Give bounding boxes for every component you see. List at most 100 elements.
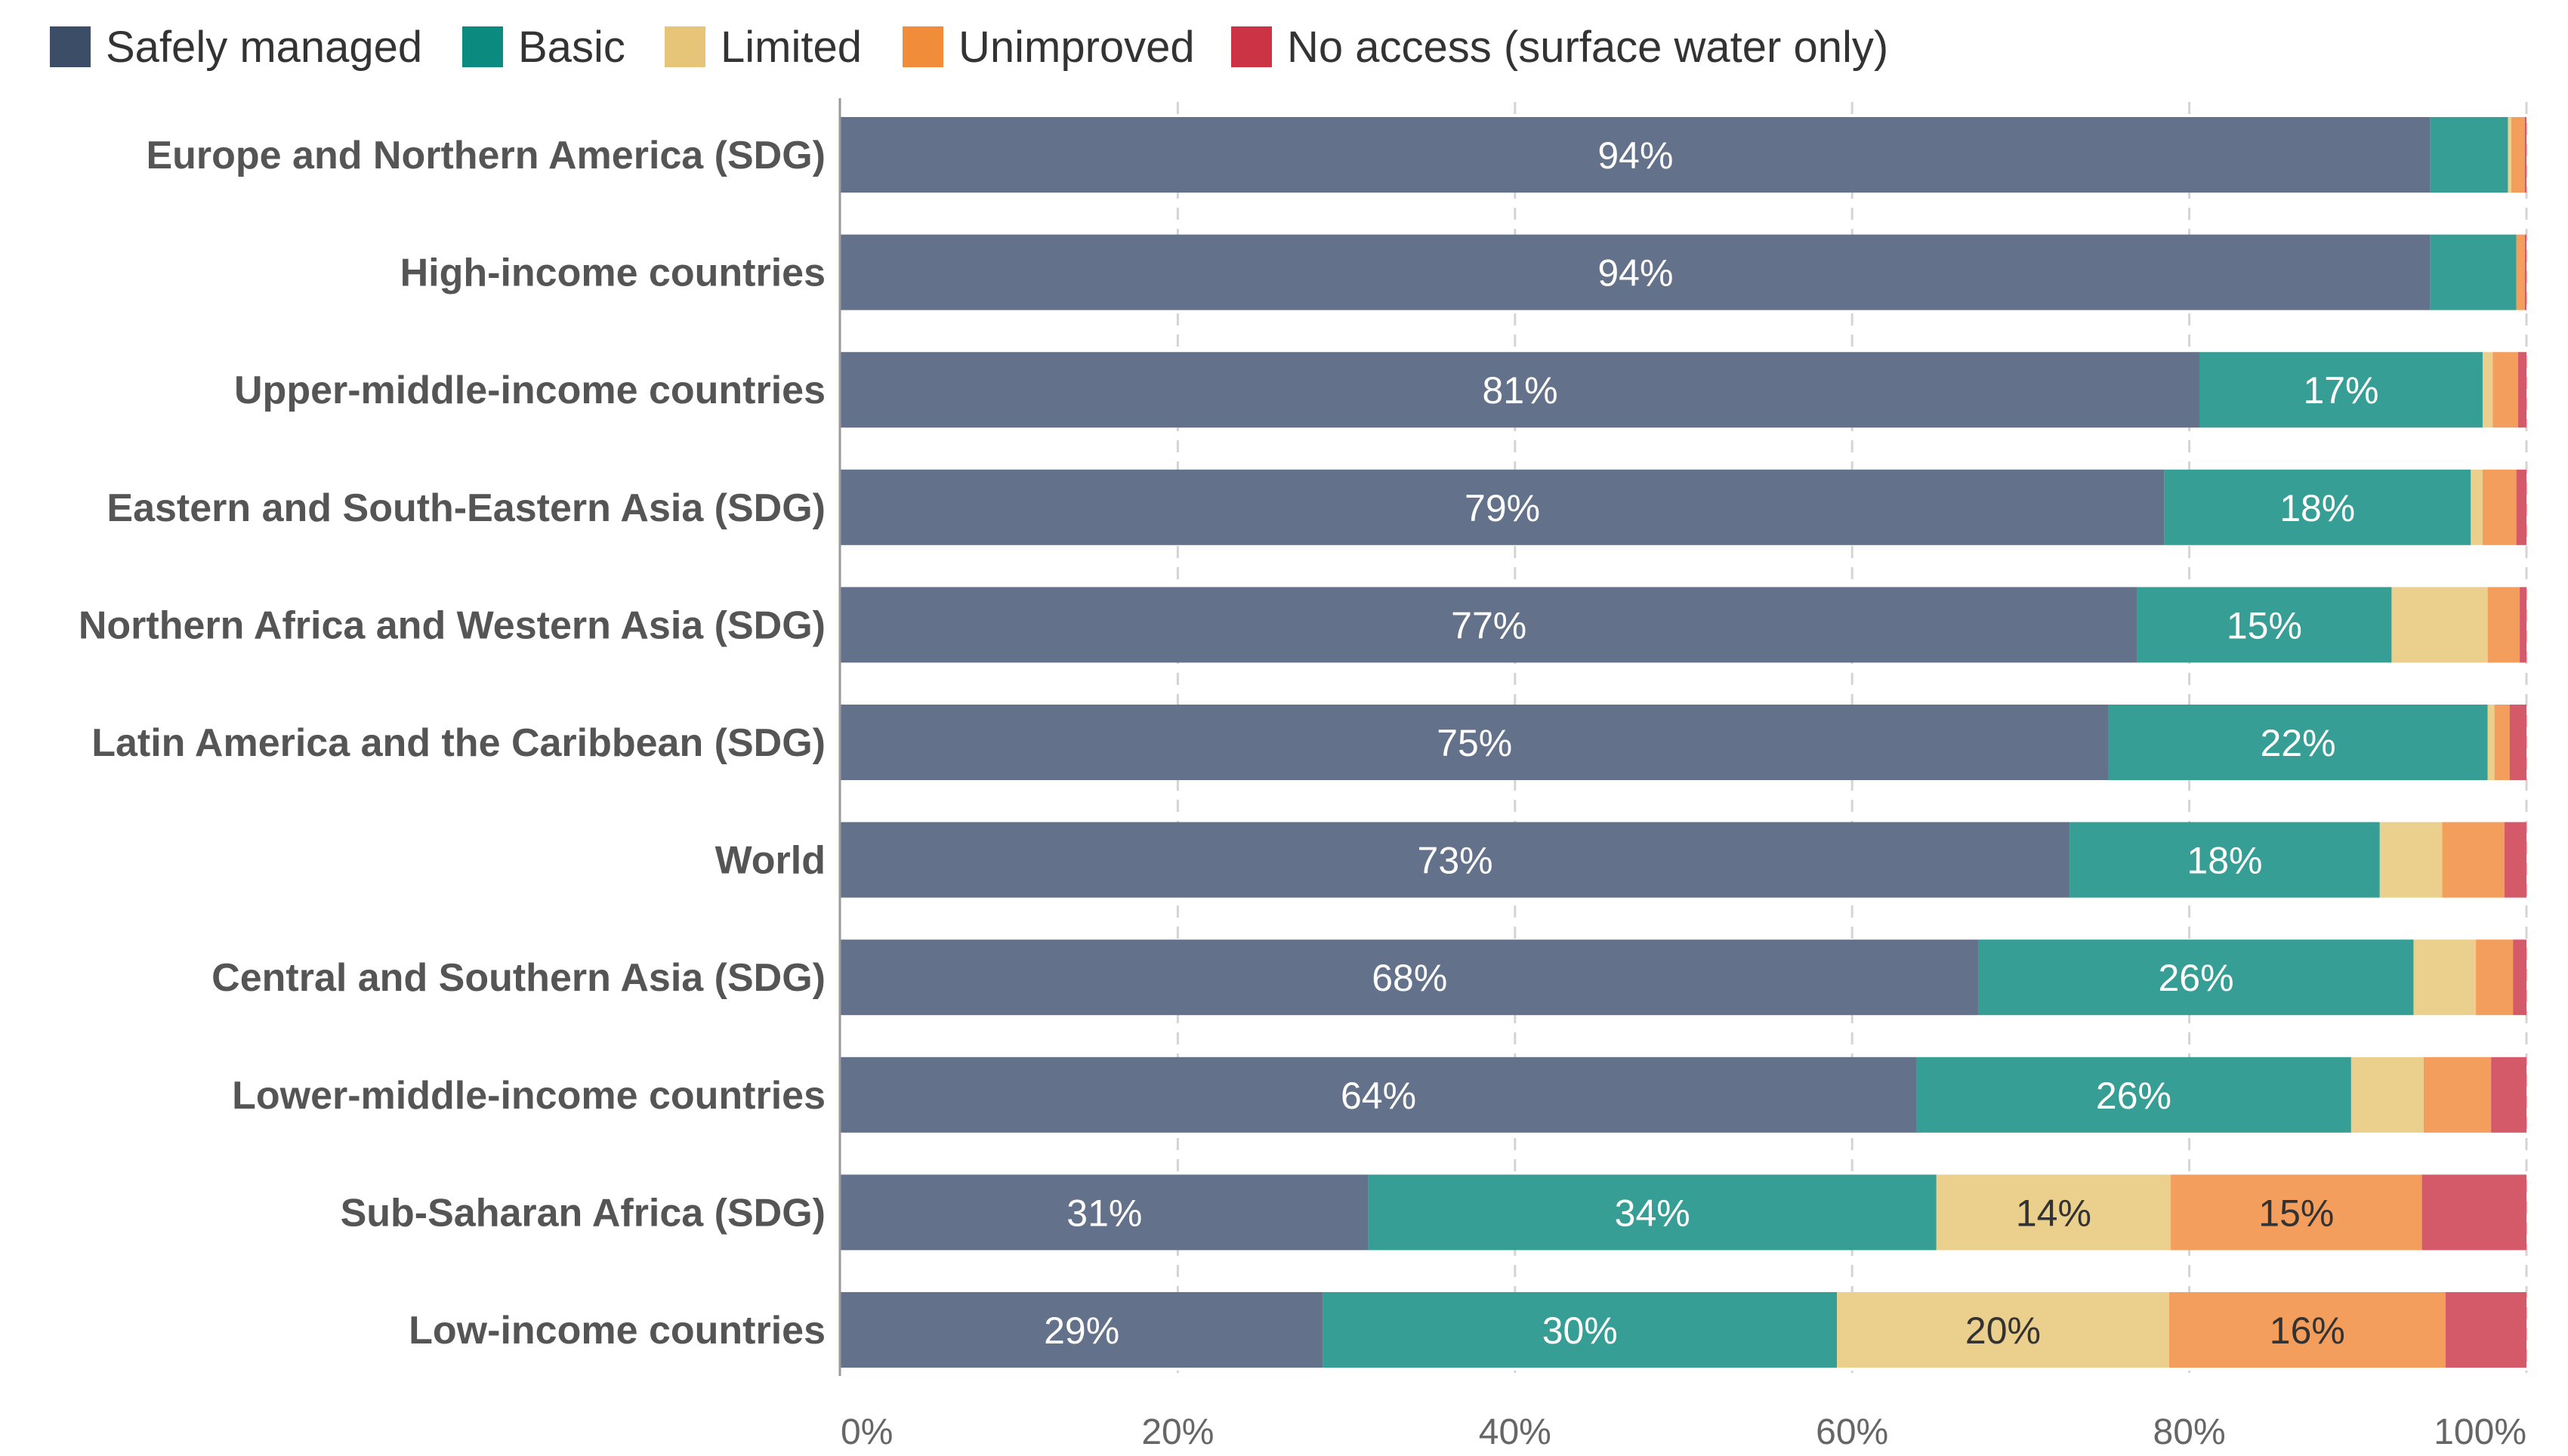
bar-segment-limited (2350, 1057, 2424, 1133)
bar-segment-unimproved (2492, 352, 2518, 428)
bar-segment-basic (2164, 469, 2471, 545)
bar-row-europe-and-northern-america-sdg: 94% (841, 117, 2526, 193)
bar-segment-no-access-surface-water-only (2513, 939, 2526, 1016)
category-label: Sub-Saharan Africa (SDG) (341, 1191, 826, 1235)
legend-swatch-basic (462, 26, 503, 67)
bar-segment-basic (1323, 1292, 1838, 1368)
bar-segment-unimproved (2494, 705, 2510, 780)
bar-segment-limited (2413, 939, 2477, 1016)
data-label: 68% (1372, 957, 1447, 999)
bar-segment-unimproved (2442, 822, 2505, 898)
data-label: 26% (2096, 1075, 2171, 1117)
bar-segment-basic (1368, 1174, 1937, 1251)
data-label: 16% (2270, 1309, 2345, 1352)
bar-row-northern-africa-and-western-asia-sdg: 77% 15% (841, 587, 2526, 663)
bar-segment-limited (2391, 587, 2488, 663)
category-labels: Europe and Northern America (SDG) High-in… (79, 134, 826, 1353)
legend-label-unimproved: Unimproved (958, 23, 1195, 72)
legend-label-basic: Basic (518, 23, 625, 72)
bar-segment-no-access-surface-water-only (2516, 469, 2526, 545)
bar-segment-no-access-surface-water-only (2421, 1174, 2526, 1251)
bar-segment-basic (2137, 587, 2392, 663)
bar-segment-basic (2430, 117, 2508, 193)
data-label: 15% (2258, 1192, 2334, 1234)
bar-segment-no-access-surface-water-only (2509, 705, 2526, 780)
x-axis: 0% 20% 40% 60% 80% 100% (838, 98, 2526, 1452)
bar-row-latin-america-and-the-caribbean-sdg: 75% 22% (841, 705, 2526, 780)
bars: 94% 94% 81% 17% 79% 18% 77% 15% 75% 22% 73% 18% 68% 2… (841, 117, 2526, 1368)
data-label: 77% (1451, 604, 1526, 646)
bar-segment-basic (2108, 705, 2488, 780)
bar-segment-safely-managed (841, 705, 2109, 780)
data-label: 18% (2187, 840, 2262, 882)
bar-row-upper-middle-income-countries: 81% 17% (841, 352, 2526, 428)
category-label: High-income countries (400, 251, 826, 295)
data-label: 94% (1597, 252, 1673, 295)
category-label: Lower-middle-income countries (232, 1074, 826, 1118)
data-label: 64% (1341, 1075, 1416, 1117)
bar-segment-safely-managed (841, 1292, 1323, 1368)
data-label: 79% (1465, 487, 1540, 529)
data-label: 81% (1482, 369, 1557, 412)
category-label: Eastern and South-Eastern Asia (SDG) (106, 486, 826, 530)
bar-segment-limited (2487, 705, 2495, 780)
bar-row-central-and-southern-asia-sdg: 68% 26% (841, 939, 2526, 1016)
bar-row-high-income-countries: 94% (841, 234, 2526, 310)
data-label: 75% (1437, 722, 1512, 764)
x-tick-label: 20% (1141, 1412, 1214, 1452)
bar-segment-no-access-surface-water-only (2524, 117, 2526, 193)
bar-segment-basic (1916, 1057, 2351, 1133)
bar-row-world: 73% 18% (841, 822, 2526, 898)
category-label: Upper-middle-income countries (234, 369, 826, 412)
data-label: 20% (1965, 1309, 2041, 1352)
category-label: Europe and Northern America (SDG) (146, 134, 826, 177)
category-label: Northern Africa and Western Asia (SDG) (79, 603, 826, 647)
bar-segment-no-access-surface-water-only (2524, 234, 2526, 310)
bar-segment-basic (1978, 939, 2414, 1016)
x-tick-label: 80% (2153, 1412, 2226, 1452)
bar-segment-no-access-surface-water-only (2504, 822, 2526, 898)
data-label: 34% (1615, 1192, 1690, 1234)
bar-segment-safely-managed (841, 1174, 1369, 1251)
bar-segment-unimproved (2423, 1057, 2492, 1133)
bar-segment-safely-managed (841, 822, 2070, 898)
legend: Safely managed Basic Limited Unimproved No a… (50, 23, 1888, 72)
x-tick-label: 0% (841, 1412, 893, 1452)
data-label: 29% (1044, 1309, 1119, 1352)
bar-segment-safely-managed (841, 234, 2431, 310)
bar-segment-unimproved (2168, 1292, 2446, 1368)
bar-row-eastern-and-south-eastern-asia-sdg: 79% 18% (841, 469, 2526, 545)
data-label: 18% (2279, 487, 2355, 529)
data-label: 22% (2261, 722, 2336, 764)
bar-segment-safely-managed (841, 117, 2431, 193)
data-label: 15% (2227, 604, 2302, 646)
bar-segment-unimproved (2487, 587, 2520, 663)
data-label: 31% (1066, 1192, 1142, 1234)
bar-segment-unimproved (2476, 939, 2514, 1016)
bar-segment-basic (2070, 822, 2380, 898)
bar-segment-unimproved (2511, 117, 2525, 193)
legend-label-limited: Limited (721, 23, 862, 72)
x-tick-label: 60% (1816, 1412, 1888, 1452)
bar-segment-limited (2482, 352, 2493, 428)
bar-segment-unimproved (2516, 234, 2525, 310)
bar-segment-unimproved (2482, 469, 2517, 545)
category-label: World (715, 839, 826, 883)
x-tick-label: 40% (1479, 1412, 1551, 1452)
bar-segment-no-access-surface-water-only (2520, 587, 2526, 663)
bar-segment-safely-managed (841, 939, 1979, 1016)
bar-segment-limited (1837, 1292, 2169, 1368)
bar-segment-limited (2508, 117, 2511, 193)
legend-label-safely-managed: Safely managed (106, 23, 422, 72)
category-label: Central and Southern Asia (SDG) (211, 956, 826, 1000)
legend-swatch-limited (665, 26, 705, 67)
bar-segment-limited (1936, 1174, 2171, 1251)
data-label: 94% (1597, 134, 1673, 177)
bar-row-low-income-countries: 29% 30% 20% 16% (841, 1292, 2526, 1368)
bar-segment-no-access-surface-water-only (2491, 1057, 2526, 1133)
data-label: 73% (1418, 840, 1493, 882)
bar-segment-safely-managed (841, 352, 2199, 428)
data-label: 30% (1542, 1309, 1618, 1352)
bar-segment-unimproved (2171, 1174, 2422, 1251)
